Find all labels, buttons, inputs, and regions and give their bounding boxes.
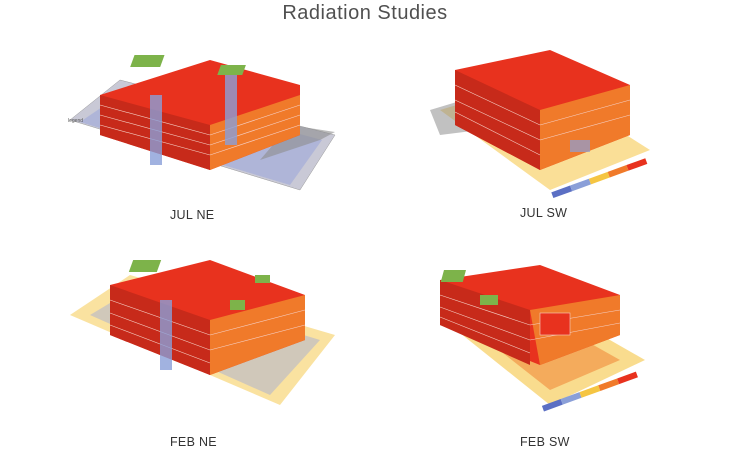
radiation-model-feb-ne <box>70 260 335 405</box>
panel-jul-sw: JUL SW <box>420 40 680 220</box>
caption-feb-sw: FEB SW <box>520 435 570 449</box>
caption-feb-ne: FEB NE <box>170 435 217 449</box>
radiation-model-jul-sw <box>430 50 650 199</box>
building-mass <box>454 50 631 170</box>
svg-text:legend: legend <box>68 118 83 124</box>
panel-feb-sw: FEB SW <box>420 255 680 449</box>
building-mass <box>439 265 621 365</box>
caption-jul-sw: JUL SW <box>520 206 568 220</box>
radiation-model-jul-ne: legend <box>68 55 336 191</box>
caption-jul-ne: JUL NE <box>170 208 215 222</box>
building-mass <box>109 260 306 375</box>
legend-bar <box>551 158 648 199</box>
panel-jul-ne: legend JUL NE <box>60 40 350 222</box>
panel-feb-ne: FEB NE <box>60 255 350 449</box>
page-title: Radiation Studies <box>282 2 448 24</box>
legend-bar <box>541 371 638 412</box>
radiation-model-feb-sw <box>439 265 645 412</box>
building-mass <box>99 55 301 170</box>
